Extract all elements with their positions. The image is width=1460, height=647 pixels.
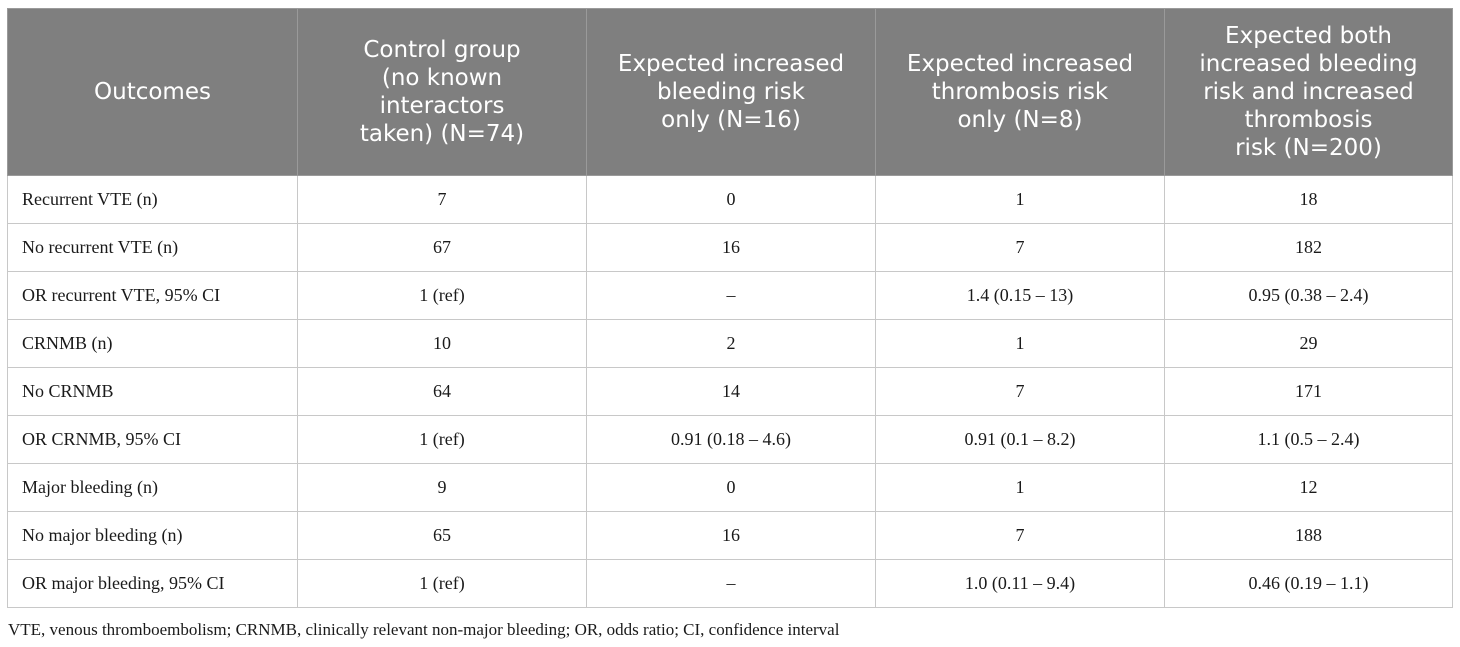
outcome-label-cell: CRNMB (n) — [7, 319, 298, 368]
table-row: Major bleeding (n) 9 0 1 12 — [7, 463, 1453, 512]
both-risks-cell: 0.46 (0.19 – 1.1) — [1164, 559, 1453, 608]
thrombosis-risk-cell: 1.4 (0.15 – 13) — [875, 271, 1165, 320]
header-control-group: Control group (no known interactors take… — [297, 8, 587, 176]
control-group-cell: 1 (ref) — [297, 415, 587, 464]
bleeding-risk-cell: 16 — [586, 223, 876, 272]
thrombosis-risk-cell: 0.91 (0.1 – 8.2) — [875, 415, 1165, 464]
table-footnote: VTE, venous thromboembolism; CRNMB, clin… — [8, 620, 840, 639]
table-row: No CRNMB 64 14 7 171 — [7, 367, 1453, 416]
table-row: OR recurrent VTE, 95% CI 1 (ref) –1.4 (0.1… — [7, 271, 1453, 320]
both-risks-cell: 182 — [1164, 223, 1453, 272]
control-group-cell: 65 — [297, 511, 587, 560]
control-group-cell: 1 (ref) — [297, 559, 587, 608]
thrombosis-risk-cell: 1.0 (0.11 – 9.4) — [875, 559, 1165, 608]
table-body: Recurrent VTE (n) 7 0 1 18 No recurrent VTE (… — [7, 175, 1453, 608]
outcome-label-cell: OR major bleeding, 95% CI — [7, 559, 298, 608]
outcome-label-cell: OR recurrent VTE, 95% CI — [7, 271, 298, 320]
both-risks-cell: 12 — [1164, 463, 1453, 512]
bleeding-risk-cell: 0 — [586, 463, 876, 512]
outcome-label-cell: No CRNMB — [7, 367, 298, 416]
bleeding-risk-cell: 16 — [586, 511, 876, 560]
both-risks-cell: 171 — [1164, 367, 1453, 416]
table-row: No major bleeding (n) 65 16 7 188 — [7, 511, 1453, 560]
thrombosis-risk-cell: 7 — [875, 367, 1165, 416]
both-risks-cell: 29 — [1164, 319, 1453, 368]
bleeding-risk-cell: 14 — [586, 367, 876, 416]
table-row: CRNMB (n) 10 2 1 29 — [7, 319, 1453, 368]
thrombosis-risk-cell: 1 — [875, 175, 1165, 224]
thrombosis-risk-cell: 1 — [875, 319, 1165, 368]
header-bleeding-risk-only: Expected increased bleeding risk only (N… — [586, 8, 876, 176]
both-risks-cell: 18 — [1164, 175, 1453, 224]
both-risks-cell: 188 — [1164, 511, 1453, 560]
outcome-label-cell: OR CRNMB, 95% CI — [7, 415, 298, 464]
table-row: OR CRNMB, 95% CI 1 (ref) 0.91 (0.18 – 4.6)… — [7, 415, 1453, 464]
outcome-label-cell: No recurrent VTE (n) — [7, 223, 298, 272]
header-thrombosis-risk-only: Expected increased thrombosis risk only … — [875, 8, 1165, 176]
control-group-cell: 9 — [297, 463, 587, 512]
both-risks-cell: 0.95 (0.38 – 2.4) — [1164, 271, 1453, 320]
both-risks-cell: 1.1 (0.5 – 2.4) — [1164, 415, 1453, 464]
thrombosis-risk-cell: 7 — [875, 223, 1165, 272]
control-group-cell: 7 — [297, 175, 587, 224]
bleeding-risk-cell: 0.91 (0.18 – 4.6) — [586, 415, 876, 464]
control-group-cell: 64 — [297, 367, 587, 416]
table-row: OR major bleeding, 95% CI 1 (ref) –1.0 (0.… — [7, 559, 1453, 608]
outcomes-table-container: Outcomes Control group (no known interac… — [7, 8, 1453, 608]
bleeding-risk-cell: – — [586, 271, 876, 320]
bleeding-risk-cell: 0 — [586, 175, 876, 224]
thrombosis-risk-cell: 1 — [875, 463, 1165, 512]
header-both-risks: Expected both increased bleeding risk an… — [1164, 8, 1453, 176]
table-row: Recurrent VTE (n) 7 0 1 18 — [7, 175, 1453, 224]
control-group-cell: 10 — [297, 319, 587, 368]
header-outcomes: Outcomes — [7, 8, 298, 176]
bleeding-risk-cell: 2 — [586, 319, 876, 368]
control-group-cell: 1 (ref) — [297, 271, 587, 320]
outcome-label-cell: Recurrent VTE (n) — [7, 175, 298, 224]
table-header: Outcomes Control group (no known interac… — [7, 8, 1453, 176]
control-group-cell: 67 — [297, 223, 587, 272]
thrombosis-risk-cell: 7 — [875, 511, 1165, 560]
header-row: Outcomes Control group (no known interac… — [7, 8, 1453, 176]
outcome-label-cell: No major bleeding (n) — [7, 511, 298, 560]
outcome-label-cell: Major bleeding (n) — [7, 463, 298, 512]
table-row: No recurrent VTE (n) 67 16 7 182 — [7, 223, 1453, 272]
outcomes-table: Outcomes Control group (no known interac… — [7, 8, 1453, 608]
bleeding-risk-cell: – — [586, 559, 876, 608]
